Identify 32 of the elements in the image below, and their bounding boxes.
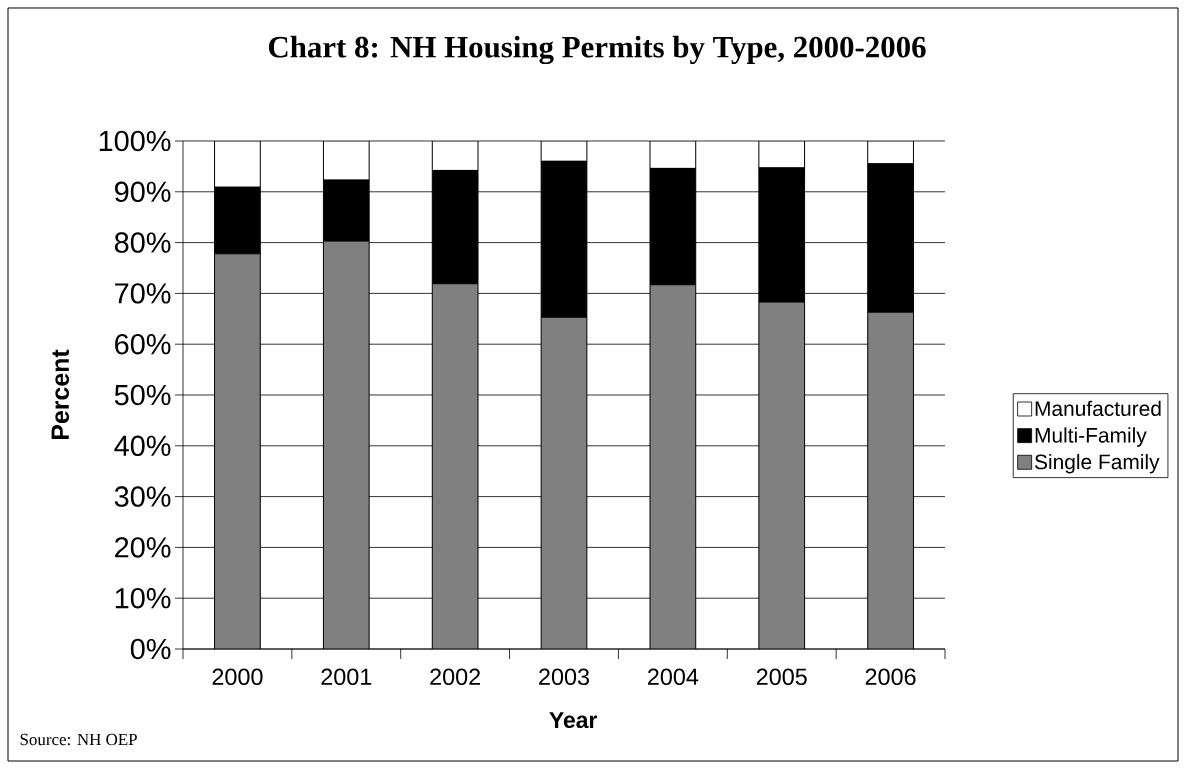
bar xyxy=(214,253,261,649)
bar xyxy=(322,240,370,649)
y-tick-label: 0% xyxy=(130,638,171,660)
bar xyxy=(649,284,697,649)
y-tick-label: 30% xyxy=(114,486,171,507)
y-tick-label: 10% xyxy=(115,587,171,609)
x-tick-label: 2004 xyxy=(647,668,699,686)
y-tick-label: 90% xyxy=(115,181,171,203)
y-tick-label: 50% xyxy=(114,384,171,406)
y-tick-label: 100% xyxy=(99,130,171,152)
x-axis-title: Year xyxy=(549,712,598,729)
y-axis-title: Percent xyxy=(51,349,70,440)
x-tick-label: 2005 xyxy=(756,668,807,686)
x-tick-label: 2001 xyxy=(321,668,372,686)
bar xyxy=(867,311,914,649)
legend-label: Manufactured xyxy=(1035,400,1161,417)
y-tick-label: 60% xyxy=(115,333,171,355)
source-note: Source: NH OEP xyxy=(20,733,137,746)
y-tick-label: 20% xyxy=(115,537,171,558)
chart-title: Chart 8: NH Housing Permits by Type, 2000-2006 xyxy=(268,35,926,65)
bar xyxy=(758,301,806,649)
x-tick-label: 2002 xyxy=(430,668,480,686)
y-tick-label: 70% xyxy=(115,283,171,304)
x-tick-label: 2000 xyxy=(212,668,263,686)
x-tick-label: 2006 xyxy=(865,668,916,686)
x-tick-label: 2003 xyxy=(539,668,589,686)
y-tick-label: 40% xyxy=(114,435,171,457)
y-tick-label: 80% xyxy=(114,232,171,253)
bar xyxy=(431,283,479,649)
legend-label: Single Family xyxy=(1034,453,1160,474)
legend-label: Multi-Family xyxy=(1035,427,1147,447)
bar xyxy=(540,316,588,649)
